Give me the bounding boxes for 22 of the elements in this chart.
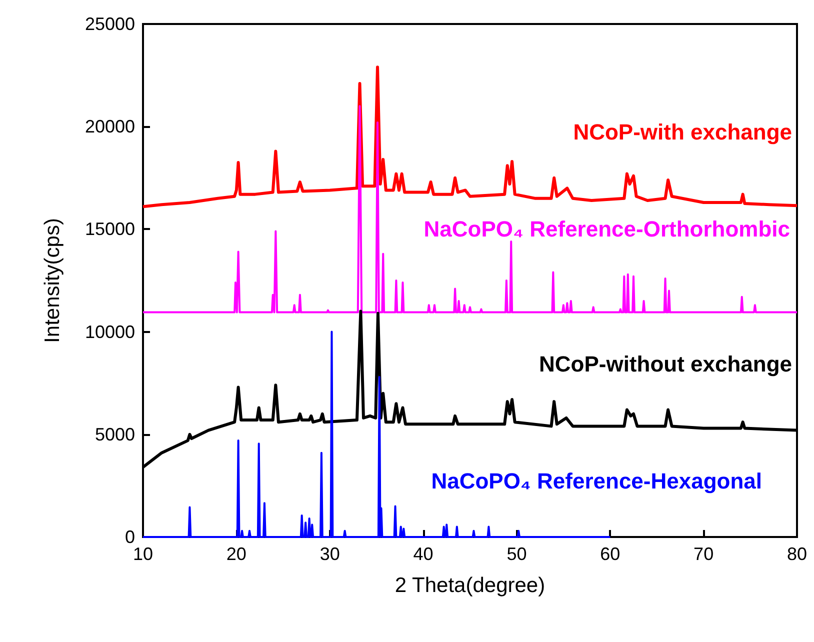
series-label: NCoP-with exchange (573, 120, 792, 144)
x-axis-title: 2 Theta(degree) (394, 574, 546, 597)
x-tick-label: 40 (413, 544, 434, 564)
y-tick-label: 10000 (84, 322, 135, 342)
y-tick-label: 0 (124, 527, 135, 547)
y-tick-label: 5000 (94, 424, 135, 444)
y-tick-label: 25000 (84, 14, 135, 34)
x-tick-label: 70 (694, 544, 714, 564)
series-label: NaCoPO₄ Reference-Hexagonal (431, 468, 762, 494)
line-series (142, 66, 798, 208)
x-tick-label: 60 (600, 544, 620, 564)
series-label: NCoP-without exchange (538, 352, 792, 376)
x-tick-label: 80 (786, 544, 808, 564)
series-label: NaCoPO₄ Reference-Orthorhombic (424, 216, 790, 242)
x-tick-label: 50 (506, 544, 527, 564)
x-tick-label: 10 (132, 544, 154, 564)
x-tick-label: 20 (226, 544, 246, 564)
y-axis-title: Intensity(cps) (41, 218, 64, 343)
x-tick-label: 30 (320, 544, 340, 564)
line-series (142, 105, 798, 314)
y-tick-label: 15000 (84, 219, 135, 240)
y-tick-label: 20000 (84, 116, 135, 137)
